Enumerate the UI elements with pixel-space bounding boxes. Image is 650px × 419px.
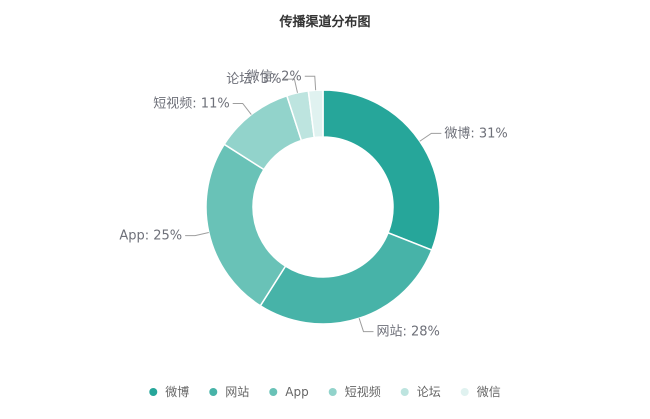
- legend-marker-0: [149, 388, 158, 396]
- legend-label-4: 论坛: [417, 385, 441, 399]
- legend-label-3: 短视频: [345, 384, 381, 399]
- leader-line-3: [232, 102, 252, 115]
- leader-line-1: [358, 318, 374, 333]
- legend-label-1: 网站: [225, 385, 249, 399]
- leader-line-2: [185, 232, 209, 237]
- legend-label-0: 微博: [165, 384, 189, 399]
- slice-label-0: 微博: 31%: [444, 126, 507, 141]
- labels-group: 微博: 31% 网站: 28% App: 25% 短视频: 11% 论坛: 3%微信: …: [119, 69, 507, 339]
- legend-marker-3: [328, 388, 337, 396]
- slice-0[interactable]: [322, 89, 441, 252]
- slice-label-2: App: 25%: [119, 229, 182, 244]
- legend-item-0[interactable]: 微博: [149, 384, 189, 399]
- slices-group: [205, 89, 441, 325]
- legend-item-4[interactable]: 论坛: [400, 385, 441, 399]
- legend-item-1[interactable]: 网站: [209, 385, 249, 399]
- slice-label-5: 微信: 2%: [247, 69, 302, 84]
- leader-line-4: [284, 78, 298, 93]
- slice-1[interactable]: [259, 231, 433, 325]
- legend-label-2: App: [285, 385, 308, 399]
- legend-item-2[interactable]: App: [269, 385, 309, 399]
- legend-label-5: 微信: [477, 385, 501, 399]
- legend-marker-4: [400, 388, 409, 396]
- slice-label-4: 论坛: 3%: [226, 72, 281, 87]
- leader-line-5: [304, 75, 317, 91]
- leader-line-0: [419, 132, 442, 142]
- slice-5[interactable]: [307, 89, 324, 139]
- slice-label-3: 短视频: 11%: [153, 96, 229, 111]
- legend-item-3[interactable]: 短视频: [328, 384, 381, 399]
- chart-title: 传播渠道分布图: [278, 14, 370, 30]
- slice-2[interactable]: [205, 143, 287, 307]
- legend-marker-5: [460, 388, 469, 396]
- legend-item-5[interactable]: 微信: [460, 385, 501, 399]
- legend-marker-1: [209, 388, 218, 396]
- legend: 微博 网站 App 短视频 论坛 微信: [149, 384, 501, 399]
- legend-marker-2: [269, 388, 278, 396]
- slice-label-1: 网站: 28%: [376, 325, 439, 340]
